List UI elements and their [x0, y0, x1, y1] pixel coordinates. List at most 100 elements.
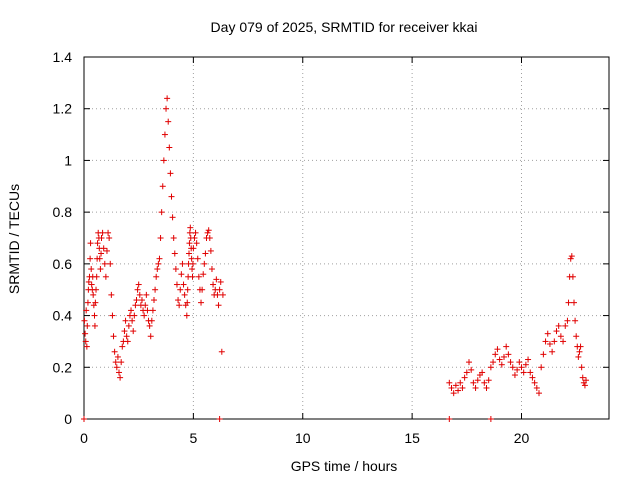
data-point [583, 377, 590, 384]
data-point [505, 351, 512, 358]
data-point [206, 235, 213, 241]
data-point [199, 286, 206, 293]
data-point [81, 317, 88, 324]
data-point [94, 240, 101, 247]
data-point [568, 253, 575, 260]
data-point [578, 364, 585, 371]
data-point [133, 297, 140, 304]
data-point [446, 416, 453, 422]
data-point [123, 333, 130, 340]
data-point [186, 250, 192, 257]
data-point [487, 416, 494, 422]
data-point [113, 364, 120, 371]
data-point [159, 183, 166, 190]
data-point [109, 312, 116, 319]
data-point [179, 260, 186, 267]
data-point [562, 322, 569, 329]
data-point [474, 377, 481, 384]
data-point [119, 343, 126, 350]
data-point [536, 390, 542, 397]
data-point [114, 353, 121, 360]
data-point [167, 170, 174, 177]
data-point [466, 359, 472, 366]
data-point [576, 348, 583, 355]
data-point [181, 291, 188, 298]
data-point [149, 307, 156, 314]
data-point [87, 255, 94, 262]
x-tick-label: 20 [514, 430, 530, 446]
data-point [151, 297, 157, 304]
data-point [557, 333, 564, 340]
data-point [158, 209, 165, 216]
data-point [507, 359, 514, 366]
data-point [215, 302, 222, 309]
data-point [129, 317, 136, 324]
y-tick-label: 0.2 [53, 359, 73, 375]
data-point [544, 330, 551, 337]
data-point [567, 255, 574, 262]
data-point [555, 322, 562, 329]
data-point [138, 297, 145, 304]
data-point [216, 416, 223, 422]
data-point [88, 266, 95, 273]
data-point [81, 416, 87, 422]
data-point [192, 229, 199, 236]
data-point [564, 317, 571, 324]
data-point [141, 312, 148, 319]
data-point [82, 330, 89, 337]
data-point [84, 299, 91, 306]
plot-frame [83, 56, 610, 420]
data-point [163, 105, 170, 112]
data-point [194, 255, 201, 262]
data-point [157, 235, 164, 241]
data-point [165, 118, 172, 125]
data-point [82, 338, 89, 345]
data-point [111, 348, 118, 355]
data-point [173, 281, 180, 288]
data-point [509, 364, 516, 371]
data-point [189, 266, 196, 273]
data-point [214, 291, 221, 298]
data-point [101, 260, 108, 267]
data-point [122, 317, 129, 324]
data-point [125, 322, 132, 329]
data-point [193, 240, 200, 247]
data-point [569, 273, 576, 280]
y-tick-label: 0.6 [53, 256, 73, 272]
data-point [172, 266, 179, 273]
data-point [184, 299, 191, 306]
data-point [490, 359, 497, 366]
data-point [168, 193, 175, 200]
data-point [481, 379, 488, 386]
data-point [503, 343, 510, 350]
data-point [511, 372, 518, 379]
data-point [573, 333, 580, 340]
data-point [96, 255, 103, 262]
data-point [479, 369, 486, 376]
data-point [455, 387, 462, 394]
data-point [90, 291, 97, 298]
data-point [579, 374, 586, 381]
data-point [501, 353, 507, 360]
data-point [142, 302, 149, 309]
data-point [83, 307, 90, 314]
data-point [84, 322, 91, 329]
data-point [560, 338, 567, 345]
data-point [204, 229, 211, 236]
data-point [202, 250, 209, 257]
data-point [516, 359, 523, 366]
data-point [146, 322, 153, 329]
data-point [93, 286, 100, 293]
data-point [91, 312, 98, 319]
data-point [525, 356, 532, 363]
data-point [143, 291, 150, 298]
y-tick-label: 1.4 [53, 49, 73, 65]
data-point [459, 384, 466, 391]
data-point [131, 312, 138, 319]
data-point [492, 351, 499, 358]
data-point [213, 276, 220, 283]
data-point [470, 379, 477, 386]
data-point [134, 286, 141, 293]
data-point [198, 299, 205, 306]
x-tick-label: 15 [404, 430, 420, 446]
